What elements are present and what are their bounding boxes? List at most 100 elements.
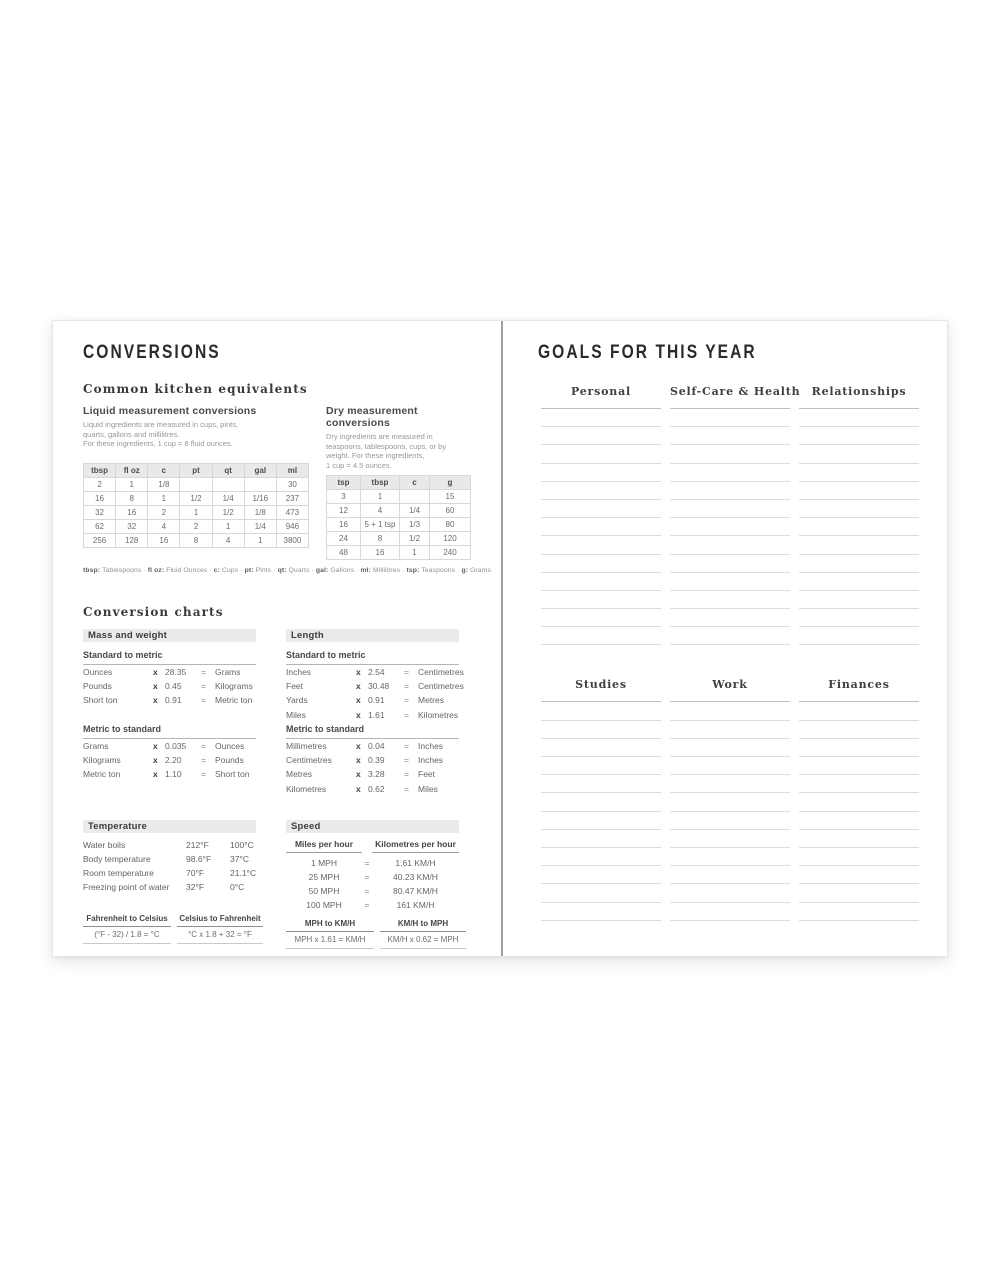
- conversion-factor: 1.61: [368, 709, 385, 720]
- table-cell: 1/4: [211, 491, 245, 506]
- dry-conversions-title: Dry measurement conversions: [326, 405, 418, 429]
- goal-section-title: Finances: [828, 678, 890, 692]
- conversion-row: Metric ton x 1.10 = Short ton: [83, 767, 256, 781]
- equals-sign: =: [364, 900, 370, 911]
- temperature-title: Temperature: [83, 819, 256, 833]
- conversion-row: Inches x 2.54 = Centimetres: [286, 665, 464, 679]
- unit-from: Kilograms: [83, 755, 121, 766]
- speed-formulas: MPH to KM/H MPH x 1.61 = KM/H KM/H to MPH K…: [286, 919, 466, 949]
- ruled-line: [670, 721, 790, 739]
- table-cell: 473: [275, 505, 310, 520]
- ruled-line: [670, 812, 790, 830]
- formula-title: Celsius to Fahrenheit: [177, 914, 263, 927]
- conversion-group: Standard to metric Inches x 2.54 = Centimetre…: [286, 647, 464, 721]
- header-underline: [670, 408, 790, 409]
- table-cell: 16: [147, 533, 181, 548]
- unit-to: Inches: [418, 741, 444, 752]
- subsection-title: Metric to standard: [83, 721, 256, 739]
- table-cell: 1/8: [243, 505, 277, 520]
- table-cell: 4: [360, 503, 400, 518]
- multiply-sign: x: [153, 741, 158, 752]
- table-cell: 24: [326, 531, 361, 546]
- table-cell: 237: [275, 491, 310, 506]
- table-cell: 1/2: [211, 505, 245, 520]
- table-cell: 2: [82, 477, 117, 492]
- ruled-line: [541, 500, 661, 519]
- equals-sign: =: [404, 769, 409, 780]
- ruled-line: [799, 536, 919, 555]
- kmh-value: 1.61 KM/H: [395, 857, 436, 868]
- length-title: Length: [286, 629, 459, 642]
- temperature-row: Freezing point of water 32°F 0°C: [83, 880, 256, 894]
- table-cell: 62: [82, 519, 117, 534]
- footnote-label: Quarts: [288, 567, 310, 574]
- goal-section: Studies: [541, 678, 661, 921]
- mph-value: 100 MPH: [306, 900, 342, 911]
- equals-sign: =: [404, 755, 409, 766]
- conversion-factor: 1.10: [165, 769, 182, 780]
- table-cell: 4: [147, 519, 181, 534]
- conversion-row: Centimetres x 0.39 = Inches: [286, 753, 459, 767]
- ruled-line: [670, 627, 790, 646]
- conversion-factor: 28.35: [165, 667, 187, 678]
- mph-value: 25 MPH: [308, 872, 340, 883]
- conversion-factor: 0.035: [165, 741, 187, 752]
- footnote-label: Gallons: [330, 567, 355, 574]
- goal-section-title: Personal: [570, 385, 631, 398]
- unit-to: Inches: [418, 755, 444, 766]
- goal-section: Work: [670, 678, 790, 921]
- table-row: 32 16 2 1 1/2 1/8 473: [82, 505, 310, 520]
- unit-to: Centimetres: [418, 681, 464, 692]
- conversion-group: Standard to metric Ounces x 28.35 = Grams Poun…: [83, 647, 256, 721]
- ruled-line: [799, 427, 919, 446]
- goal-section: Finances: [799, 678, 919, 921]
- mph-value: 50 MPH: [308, 886, 340, 897]
- table-cell: 1/2: [399, 531, 430, 546]
- ruled-line: [541, 427, 661, 446]
- table-header-cell: c: [147, 463, 181, 478]
- table-cell: 4: [211, 533, 245, 548]
- temperature-row: Body temperature 98.6°F 37°C: [83, 852, 256, 866]
- multiply-sign: x: [153, 667, 158, 678]
- liquid-table: tbsp fl oz c pt qt gal ml 2 1 1/8 30 16 8 1 1/2 1/4 1/16…: [82, 463, 310, 548]
- ruled-line: [541, 830, 661, 848]
- conversion-charts-heading: Conversion charts: [83, 605, 224, 619]
- equals-sign: =: [201, 755, 206, 766]
- footnote-abbr: fl oz:: [147, 567, 167, 574]
- multiply-sign: x: [153, 755, 158, 766]
- ruled-line: [670, 884, 790, 903]
- equals-sign: =: [201, 695, 206, 706]
- footnote-label: Grams: [470, 567, 491, 574]
- table-row: 12 4 1/4 60: [326, 503, 471, 518]
- ruled-line: [670, 536, 790, 555]
- table-cell: 1/16: [243, 491, 277, 506]
- ruled-line: [541, 775, 661, 794]
- ruled-line: [541, 409, 661, 428]
- ruled-line: [799, 609, 919, 628]
- table-cell: [179, 477, 213, 492]
- celsius-value: 21.1°C: [230, 868, 257, 879]
- equals-sign: =: [201, 667, 206, 678]
- table-header-cell: qt: [211, 463, 245, 478]
- goal-section: Self-Care & Health: [670, 385, 800, 646]
- multiply-sign: x: [153, 681, 158, 692]
- unit-from: Ounces: [83, 667, 113, 678]
- kitchen-equivalents-heading: Common kitchen equivalents: [83, 382, 308, 396]
- table-cell: 1: [211, 519, 245, 534]
- ruled-line: [541, 903, 661, 921]
- description-line: weight. For these ingredients,: [326, 451, 425, 461]
- ruled-line: [541, 702, 661, 721]
- goal-section: Relationships: [799, 385, 919, 646]
- ruled-line: [799, 591, 919, 610]
- table-header-cell: pt: [179, 463, 213, 478]
- description-line: For these ingredients, 1 cup = 8 fluid o…: [83, 439, 233, 449]
- table-header-cell: gal: [243, 463, 277, 478]
- description-line: Dry ingredients are measured in: [326, 432, 433, 441]
- conversion-row: Yards x 0.91 = Metres: [286, 693, 459, 707]
- ruled-line: [541, 866, 661, 885]
- unit-to: Ounces: [215, 741, 245, 752]
- goal-section: Personal: [541, 385, 661, 646]
- unit-to: Metres: [418, 695, 444, 706]
- temperature-speed-row: Temperature Water boils 212°F 100°C Body te…: [83, 819, 477, 949]
- conversion-row: Kilometres x 0.62 = Miles: [286, 782, 459, 796]
